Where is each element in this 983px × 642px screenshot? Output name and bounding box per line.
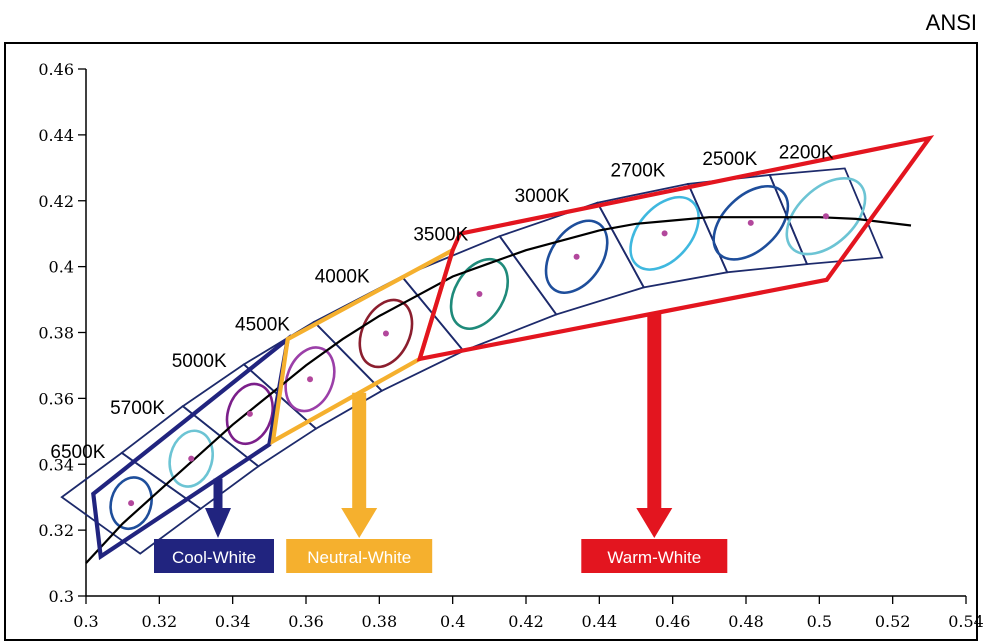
macadam-ellipse bbox=[449, 257, 510, 330]
white-groups bbox=[91, 135, 935, 561]
group-label-box bbox=[286, 539, 433, 573]
cct-label: 4500K bbox=[235, 314, 290, 335]
x-tick-label: 0.52 bbox=[875, 612, 911, 631]
chart-title: ANSI bbox=[926, 10, 977, 35]
group-arrow bbox=[636, 313, 673, 538]
cct-point bbox=[747, 219, 754, 226]
y-tick-label: 0.44 bbox=[38, 126, 74, 145]
group-outline bbox=[91, 334, 291, 561]
group-outline bbox=[416, 135, 935, 362]
cct-label: 5000K bbox=[172, 351, 227, 372]
cct-label: 4000K bbox=[315, 267, 370, 288]
x-tick-label: 0.3 bbox=[73, 612, 98, 631]
y-tick-label: 0.4 bbox=[49, 258, 74, 277]
group-label-box bbox=[154, 539, 274, 573]
x-tick-label: 0.34 bbox=[215, 612, 251, 631]
macadam-ellipse bbox=[109, 476, 153, 531]
cct-label: 6500K bbox=[50, 442, 105, 463]
macadam-ellipse bbox=[712, 184, 790, 261]
cct-points bbox=[128, 213, 829, 507]
macadam-ellipse bbox=[225, 382, 274, 446]
x-tick-label: 0.48 bbox=[728, 612, 764, 631]
y-tick-label: 0.32 bbox=[38, 521, 74, 540]
cct-label: 5700K bbox=[110, 398, 165, 419]
x-tick-label: 0.36 bbox=[288, 612, 324, 631]
macadam-ellipse bbox=[785, 176, 867, 256]
group-label-box bbox=[581, 539, 728, 573]
cct-label: 2200K bbox=[779, 143, 834, 164]
planckian-locus bbox=[85, 216, 912, 564]
x-tick-label: 0.46 bbox=[655, 612, 691, 631]
axes: 0.3 0.32 0.34 0.36 0.38 0.4 0.42 0.44 0.46 0.48 0.… bbox=[38, 60, 983, 631]
cct-label: 2700K bbox=[611, 161, 666, 182]
cct-label: 3000K bbox=[515, 186, 570, 207]
x-tick-label: 0.38 bbox=[362, 612, 398, 631]
planckian-locus-line bbox=[85, 216, 912, 564]
bin-cell bbox=[768, 167, 884, 266]
y-tick-label: 0.36 bbox=[38, 389, 74, 408]
group-label: Cool-White bbox=[172, 548, 256, 567]
macadam-ellipse bbox=[284, 346, 336, 413]
cct-point bbox=[573, 253, 580, 260]
group-arrows: Cool-White Neutral-White Warm-White bbox=[154, 313, 728, 573]
cct-point bbox=[307, 376, 314, 383]
macadam-ellipses bbox=[109, 176, 867, 531]
group-label: Neutral-White bbox=[307, 548, 411, 567]
x-tick-label: 0.42 bbox=[508, 612, 544, 631]
bin-cell bbox=[596, 182, 729, 289]
cct-label: 3500K bbox=[413, 225, 468, 246]
y-tick-label: 0.42 bbox=[38, 192, 74, 211]
y-tick-label: 0.34 bbox=[38, 455, 74, 474]
cct-point bbox=[661, 230, 668, 237]
group-arrow bbox=[341, 392, 378, 538]
plot-frame bbox=[4, 42, 978, 641]
group-label: Warm-White bbox=[607, 548, 701, 567]
x-tick-label: 0.32 bbox=[142, 612, 178, 631]
macadam-ellipse bbox=[358, 298, 414, 369]
y-tick-label: 0.38 bbox=[38, 324, 74, 343]
macadam-ellipse bbox=[629, 195, 700, 271]
cct-point bbox=[128, 500, 135, 507]
cct-point bbox=[188, 455, 195, 462]
y-tick-label: 0.3 bbox=[49, 587, 74, 606]
y-tick-label: 0.46 bbox=[38, 60, 74, 79]
group-arrow bbox=[205, 478, 231, 538]
x-tick-label: 0.4 bbox=[440, 612, 465, 631]
x-tick-label: 0.44 bbox=[582, 612, 618, 631]
cct-labels: 6500K 5700K 5000K 4500K 4000K 3500K 3000K 2700K… bbox=[50, 143, 834, 464]
cct-point bbox=[382, 330, 389, 337]
cct-point bbox=[822, 213, 829, 220]
x-tick-label: 0.5 bbox=[807, 612, 832, 631]
macadam-ellipse bbox=[168, 429, 214, 488]
cct-label: 2500K bbox=[702, 149, 757, 170]
cct-point bbox=[246, 410, 253, 417]
x-tick-label: 0.54 bbox=[948, 612, 983, 631]
cct-point bbox=[476, 290, 483, 297]
